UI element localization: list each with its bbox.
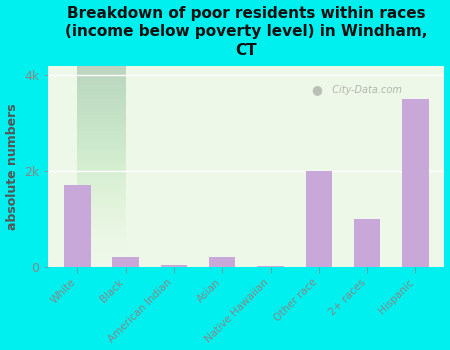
Y-axis label: absolute numbers: absolute numbers xyxy=(5,103,18,230)
Bar xyxy=(209,257,235,267)
Bar xyxy=(354,219,380,267)
Bar xyxy=(257,266,284,267)
Bar xyxy=(402,99,429,267)
Text: ●: ● xyxy=(312,83,323,97)
Bar xyxy=(64,186,90,267)
Bar xyxy=(161,265,187,267)
Bar xyxy=(306,171,332,267)
Bar xyxy=(112,257,139,267)
Text: City-Data.com: City-Data.com xyxy=(326,85,401,95)
Title: Breakdown of poor residents within races
(income below poverty level) in Windham: Breakdown of poor residents within races… xyxy=(65,6,428,58)
